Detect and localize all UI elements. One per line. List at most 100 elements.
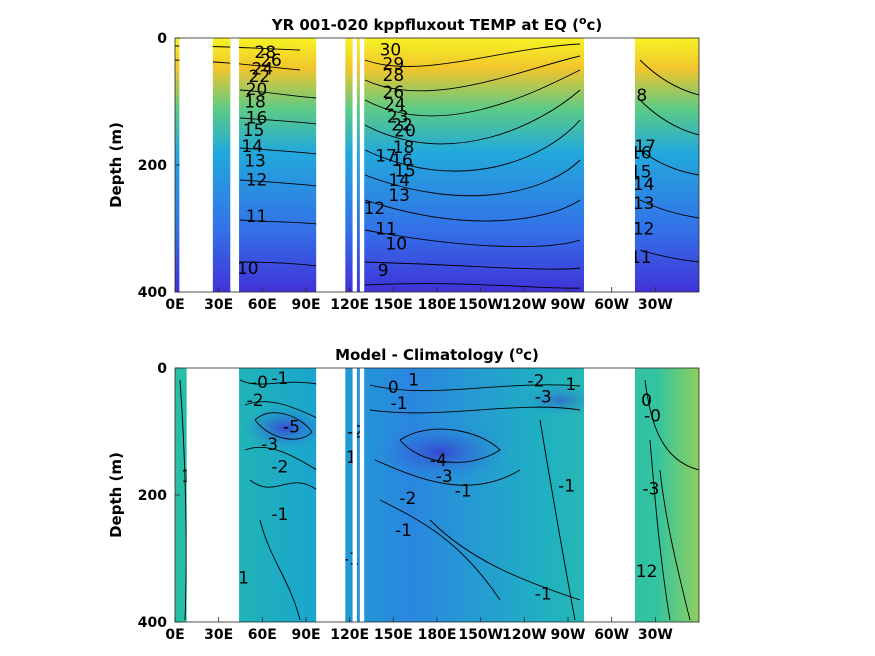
- contour-label: 14: [241, 137, 263, 157]
- x-tick-label: 120E: [330, 627, 369, 643]
- contour-label: 12: [633, 220, 655, 240]
- land-gap: [584, 368, 635, 622]
- land-gap: [316, 368, 346, 622]
- land-gap: [359, 38, 365, 292]
- contour-label: 12: [246, 171, 268, 191]
- contour-label: 0: [388, 378, 399, 398]
- contour-label: -5: [283, 417, 300, 437]
- y-tick-label: 400: [138, 285, 167, 301]
- x-tick-label: 120W: [502, 627, 547, 643]
- contour-label: 11: [630, 248, 652, 268]
- x-tick-label: 60E: [248, 627, 277, 643]
- panel-1-y-ticks: 0 200 400: [138, 31, 180, 301]
- land-gap: [316, 38, 346, 292]
- contour-label: 15: [243, 121, 265, 141]
- land-gaps-panel-2: [186, 368, 635, 622]
- contour-label: 10: [385, 235, 407, 255]
- contour-label: -2: [399, 489, 416, 509]
- contour-label: 9: [378, 261, 389, 281]
- contour-label: 28: [254, 43, 276, 63]
- contour-label: 23: [387, 108, 409, 128]
- x-tick-label: 30E: [204, 297, 233, 313]
- panel-2-title: Model - Climatology (oc): [335, 344, 539, 364]
- land-gap: [584, 38, 635, 292]
- x-tick-label: 90W: [551, 297, 586, 313]
- contour-label: -3: [642, 480, 659, 500]
- land-gap: [359, 368, 365, 622]
- contour-label: -1: [558, 476, 575, 496]
- contour-label: 11: [246, 207, 268, 227]
- x-tick-label: 150W: [458, 627, 503, 643]
- contour-label: 16: [246, 108, 268, 128]
- panel-1-title: YR 001-020 kppfluxout TEMP at EQ (oc): [271, 14, 603, 34]
- land-gap: [186, 368, 240, 622]
- panel-2-y-ticks: 0 200 400: [138, 361, 180, 631]
- x-tick-label: 90E: [291, 297, 320, 313]
- x-tick-label: 150E: [374, 627, 413, 643]
- contour-label: 10: [237, 259, 259, 279]
- contour-label: -1: [271, 505, 288, 525]
- contour-label: 1: [408, 370, 419, 390]
- contour-label: 26: [260, 51, 282, 71]
- contour-label: 18: [244, 93, 266, 113]
- contour-label: 13: [244, 152, 266, 172]
- panel-2-y-label: Depth (m): [107, 452, 125, 538]
- contour-label: 14: [633, 175, 655, 195]
- difference-panel: Model - Climatology (oc): [107, 344, 700, 643]
- x-tick-label: 30W: [638, 297, 673, 313]
- contour-label: 1: [565, 375, 576, 395]
- contour-label: 12: [364, 199, 386, 219]
- contour-label: 11: [375, 220, 397, 240]
- panel-1-y-label: Depth (m): [107, 122, 125, 208]
- contour-label: 0: [641, 391, 652, 411]
- contour-label: 16: [630, 143, 652, 163]
- contour-label: -3: [436, 467, 453, 487]
- contour-label: 15: [630, 162, 652, 182]
- contour-label: -1: [535, 584, 552, 604]
- contour-label: 26: [383, 83, 405, 103]
- y-tick-label: 200: [138, 488, 167, 504]
- x-tick-label: 30E: [204, 627, 233, 643]
- temperature-panel: YR 001-020 kppfluxout TEMP at EQ (oc): [107, 14, 700, 313]
- difference-contours: [179, 379, 699, 621]
- contour-label: 22: [249, 67, 271, 87]
- contour-label: -0: [251, 373, 268, 393]
- contour-label: 24: [384, 95, 406, 115]
- y-tick-label: 200: [138, 158, 167, 174]
- contour-label: -3: [261, 435, 278, 455]
- x-tick-label: 180E: [418, 627, 457, 643]
- x-tick-label: 120E: [330, 297, 369, 313]
- x-tick-label: 150W: [458, 297, 503, 313]
- contour-label: 20: [246, 80, 268, 100]
- land-gap: [179, 38, 213, 292]
- contour-label: -0: [644, 407, 661, 427]
- temperature-contour-labels: 2826242220181615141312111030292826242322…: [237, 40, 656, 280]
- contour-label: 12: [636, 562, 658, 582]
- contour-label: 14: [388, 171, 410, 191]
- contour-label: 17: [375, 146, 397, 166]
- temperature-contours: [175, 43, 699, 289]
- y-tick-label: 400: [138, 615, 167, 631]
- contour-label: -2: [247, 391, 264, 411]
- contour-label: 13: [633, 194, 655, 214]
- contour-label: 29: [383, 54, 405, 74]
- x-tick-label: 60E: [248, 297, 277, 313]
- contour-label: -4: [430, 451, 447, 471]
- contour-label: 13: [388, 186, 410, 206]
- x-tick-label: 60W: [594, 627, 629, 643]
- contour-label: 30: [380, 40, 402, 60]
- x-tick-label: 60W: [594, 297, 629, 313]
- land-gap: [352, 368, 357, 622]
- land-gaps-panel-1: [179, 38, 635, 292]
- land-gap: [352, 38, 357, 292]
- contour-label: 18: [393, 138, 415, 158]
- x-tick-label: 180E: [418, 297, 457, 313]
- x-tick-label: 90W: [551, 627, 586, 643]
- x-tick-label: 30W: [638, 627, 673, 643]
- contour-label: 20: [394, 122, 416, 142]
- contour-label: 17: [634, 137, 656, 157]
- x-tick-label: 120W: [502, 297, 547, 313]
